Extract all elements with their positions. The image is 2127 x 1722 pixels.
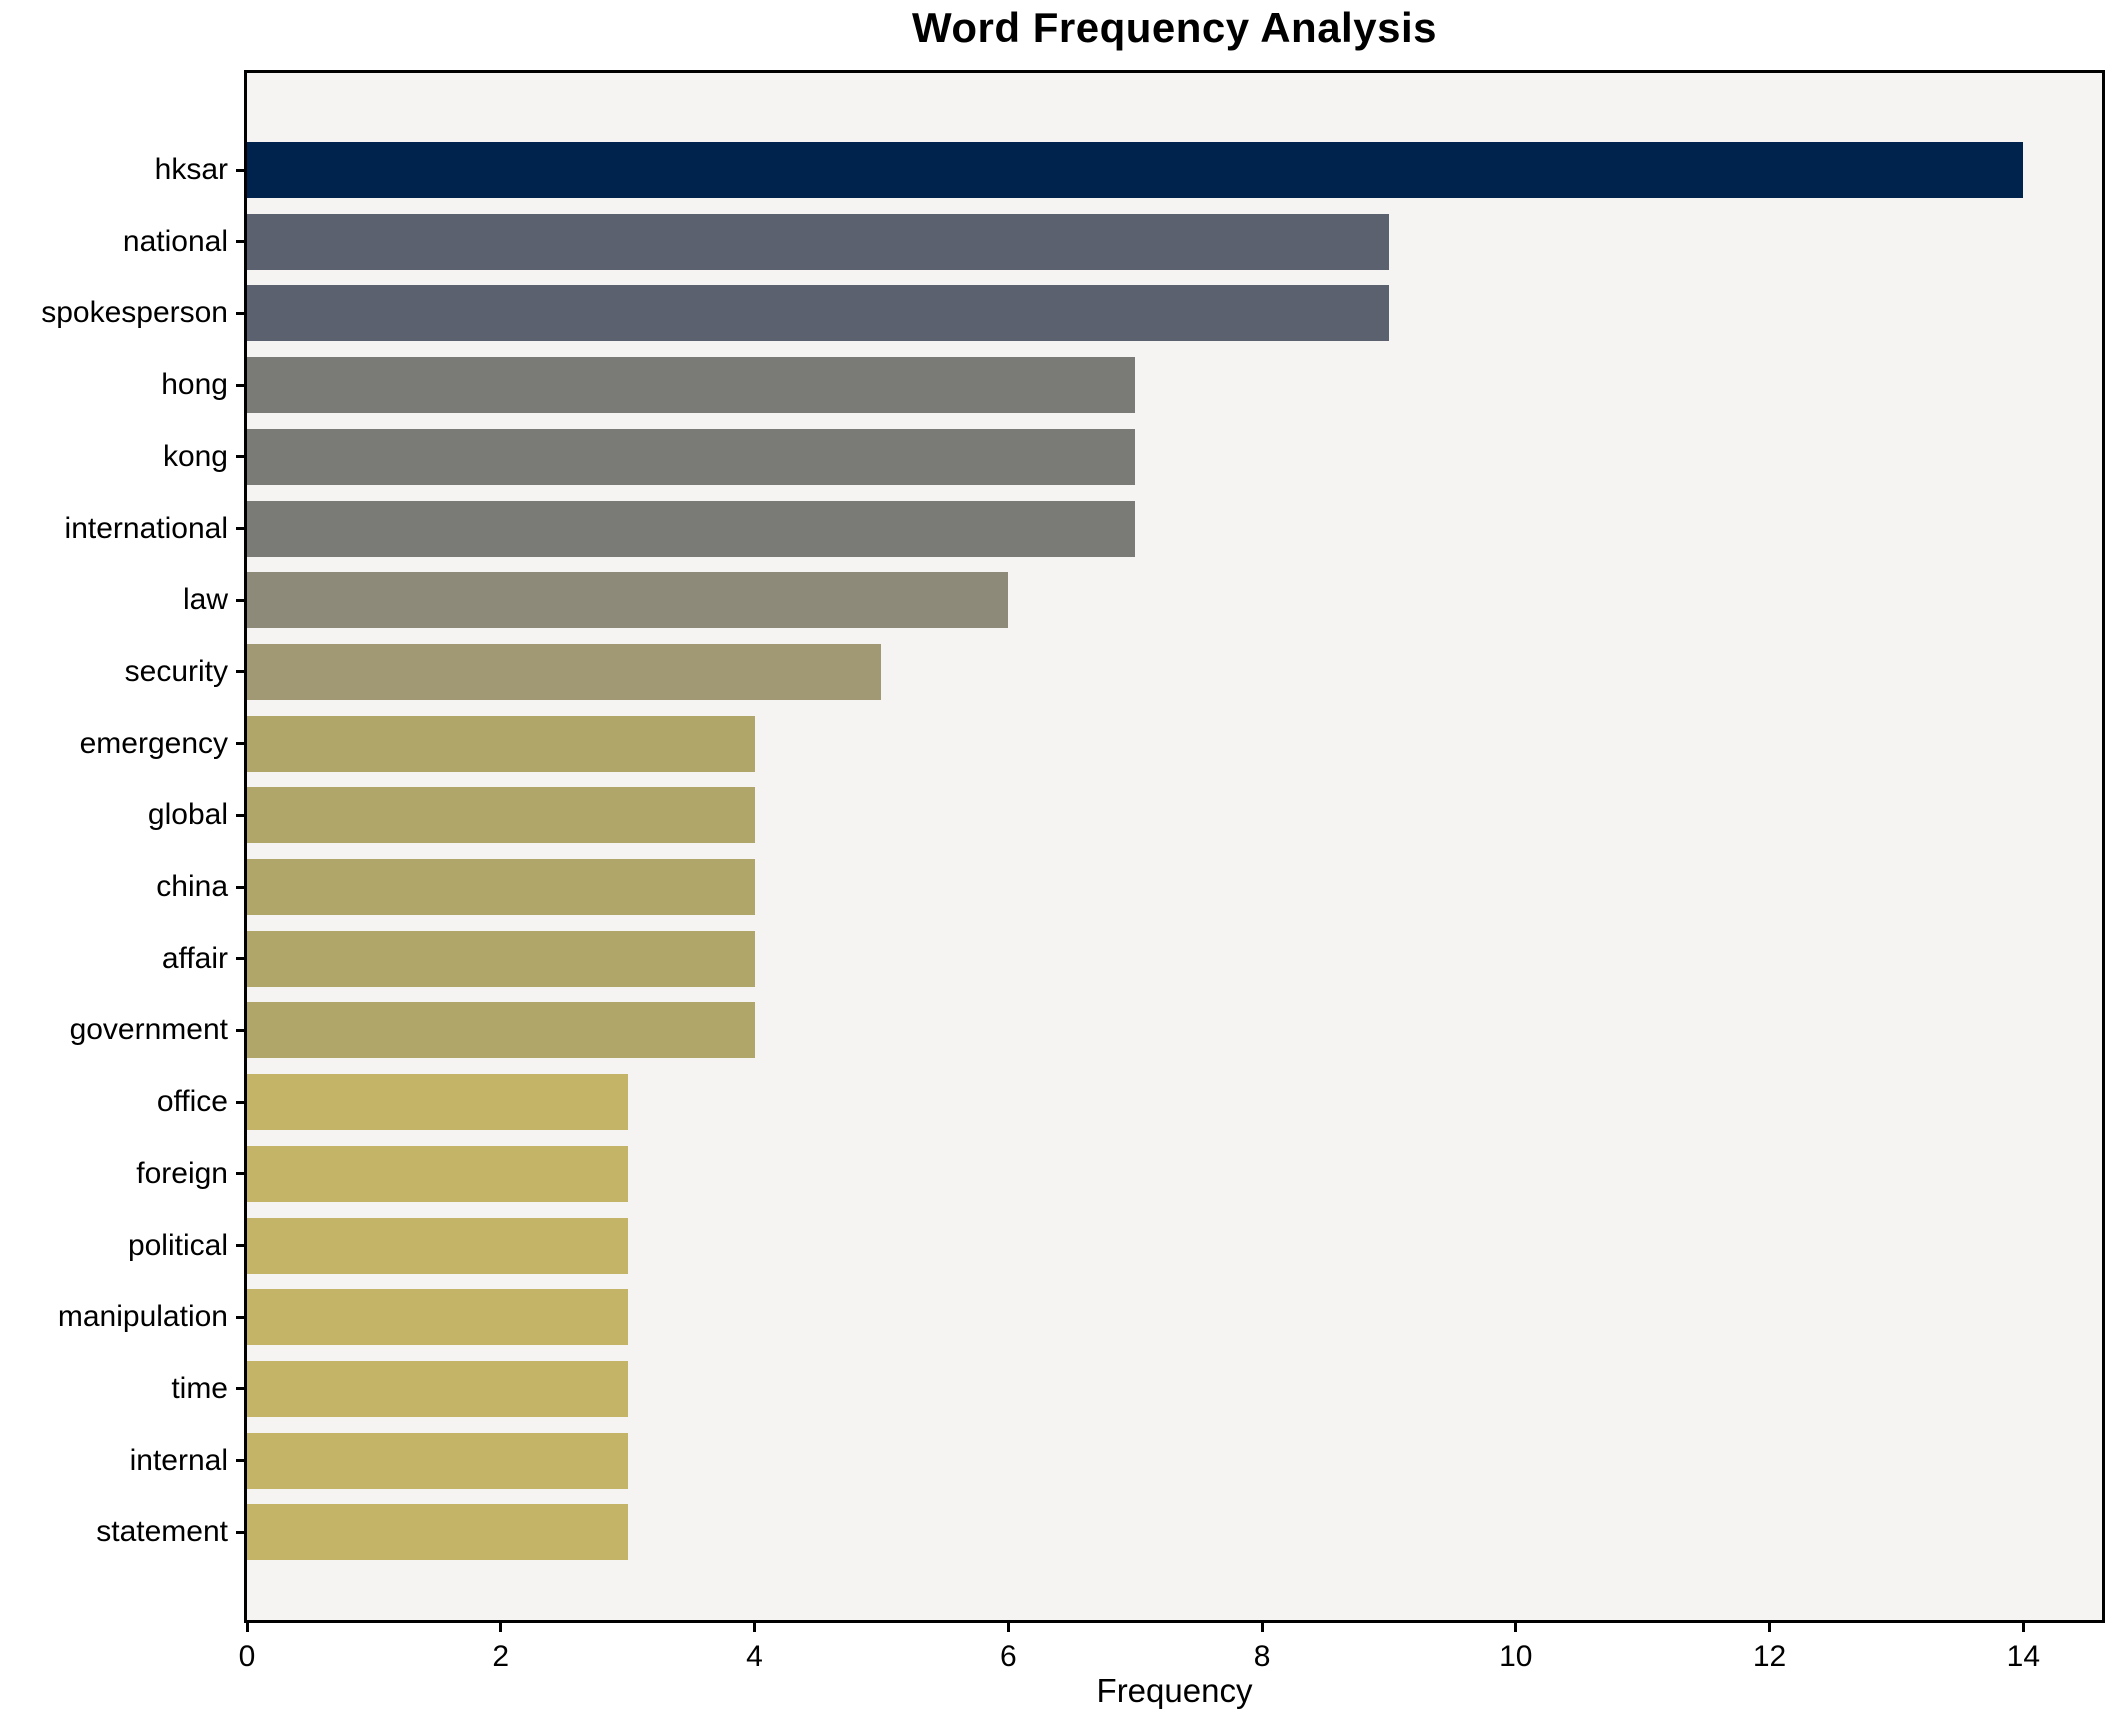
y-tick-label-time: time xyxy=(171,1371,228,1405)
bar-internal xyxy=(247,1432,628,1489)
bar-global xyxy=(247,787,755,844)
y-tick-label-manipulation: manipulation xyxy=(57,1300,228,1334)
x-axis-label: Frequency xyxy=(1096,1672,1253,1709)
y-tick-label-global: global xyxy=(147,798,228,832)
x-tick-8 xyxy=(1260,1620,1264,1632)
y-tick-label-national: national xyxy=(122,224,228,258)
x-tick-label-2: 2 xyxy=(492,1640,510,1673)
plot-area xyxy=(244,70,2105,1623)
y-tick-manipulation xyxy=(236,1315,247,1319)
chart-title: Word Frequency Analysis xyxy=(912,4,1437,51)
x-tick-2 xyxy=(499,1620,503,1632)
x-tick-label-14: 14 xyxy=(2006,1640,2041,1673)
bar-time xyxy=(247,1360,628,1417)
bar-political xyxy=(247,1217,628,1274)
y-tick-china xyxy=(236,885,247,889)
y-tick-label-office: office xyxy=(156,1085,228,1119)
bar-china xyxy=(247,859,755,915)
y-tick-label-international: international xyxy=(64,511,228,545)
y-tick-statement xyxy=(236,1530,247,1534)
bar-hksar xyxy=(247,142,2024,198)
bar-affair xyxy=(247,930,755,987)
bar-government xyxy=(247,1002,755,1059)
bar-office xyxy=(247,1074,628,1131)
x-tick-label-4: 4 xyxy=(746,1640,763,1673)
y-tick-label-government: government xyxy=(69,1013,228,1047)
y-tick-time xyxy=(236,1387,247,1391)
y-tick-law xyxy=(236,598,247,602)
y-tick-foreign xyxy=(236,1172,247,1176)
x-tick-0 xyxy=(245,1620,249,1632)
y-tick-global xyxy=(236,813,247,817)
y-tick-political xyxy=(236,1244,247,1247)
y-tick-label-affair: affair xyxy=(161,941,228,975)
x-tick-14 xyxy=(2021,1620,2025,1632)
y-tick-label-spokesperson: spokesperson xyxy=(41,296,228,330)
x-tick-label-8: 8 xyxy=(1253,1640,1271,1673)
x-tick-label-0: 0 xyxy=(238,1640,256,1673)
x-tick-6 xyxy=(1006,1620,1010,1632)
y-tick-label-security: security xyxy=(124,654,228,688)
y-tick-international xyxy=(236,527,247,530)
y-tick-label-statement: statement xyxy=(96,1515,228,1549)
x-tick-12 xyxy=(1768,1620,1772,1632)
bar-manipulation xyxy=(247,1289,628,1346)
y-tick-emergency xyxy=(236,742,247,746)
x-tick-10 xyxy=(1514,1620,1518,1632)
y-tick-national xyxy=(236,240,247,244)
y-tick-office xyxy=(236,1100,247,1104)
y-tick-hksar xyxy=(236,168,247,172)
y-tick-label-foreign: foreign xyxy=(136,1156,228,1190)
bar-spokesperson xyxy=(247,285,1389,342)
y-tick-label-hong: hong xyxy=(161,368,228,402)
bar-kong xyxy=(247,428,1136,485)
bar-statement xyxy=(247,1504,628,1561)
bar-international xyxy=(247,500,1136,557)
y-tick-government xyxy=(236,1028,247,1032)
bar-security xyxy=(247,643,882,700)
y-tick-label-china: china xyxy=(156,870,228,903)
x-tick-4 xyxy=(753,1620,757,1632)
x-tick-label-12: 12 xyxy=(1752,1640,1787,1673)
y-tick-security xyxy=(236,670,247,674)
y-tick-label-political: political xyxy=(127,1228,228,1262)
y-tick-affair xyxy=(236,957,247,961)
y-tick-internal xyxy=(236,1459,247,1463)
y-tick-label-hksar: hksar xyxy=(154,153,228,186)
y-tick-label-kong: kong xyxy=(162,439,228,473)
y-tick-hong xyxy=(236,383,247,387)
bar-law xyxy=(247,572,1009,629)
x-tick-label-6: 6 xyxy=(999,1640,1017,1673)
y-tick-spokesperson xyxy=(236,311,247,315)
y-tick-kong xyxy=(236,455,247,459)
y-tick-label-internal: internal xyxy=(129,1443,228,1477)
bar-foreign xyxy=(247,1145,628,1202)
y-tick-label-law: law xyxy=(182,583,228,617)
bar-national xyxy=(247,213,1389,270)
bar-hong xyxy=(247,357,1136,414)
bar-emergency xyxy=(247,715,755,772)
x-tick-label-10: 10 xyxy=(1499,1640,1533,1673)
y-tick-label-emergency: emergency xyxy=(79,726,228,760)
